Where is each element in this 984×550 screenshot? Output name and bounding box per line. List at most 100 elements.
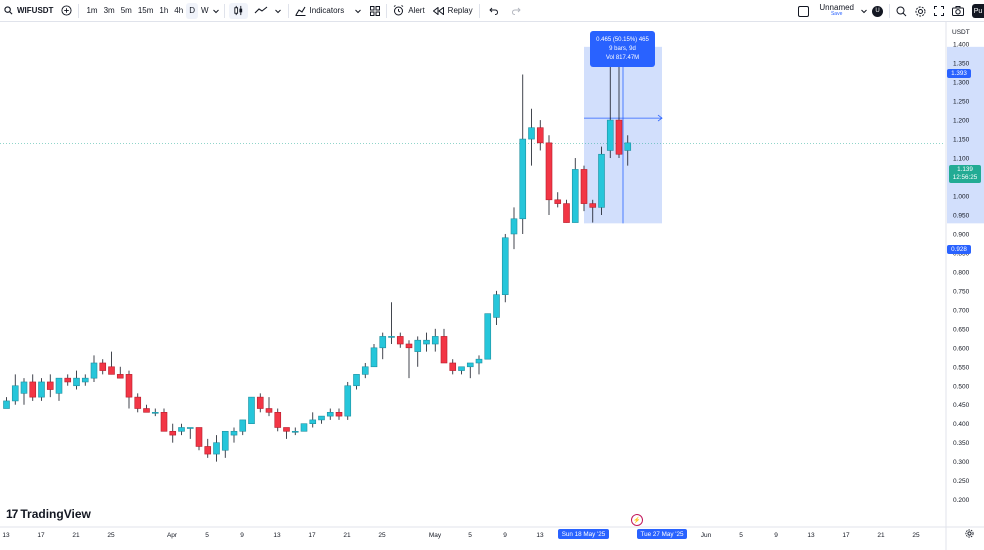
interval-d[interactable]: D xyxy=(186,2,198,19)
current-price-badge: 1.139 12:56:25 xyxy=(949,165,981,183)
candle-body xyxy=(195,427,203,447)
brand-name: TradingView xyxy=(20,507,91,521)
interval-5m[interactable]: 5m xyxy=(120,6,132,15)
candle xyxy=(169,423,177,443)
candle-body xyxy=(55,377,63,394)
candle xyxy=(379,332,387,360)
interval-15m[interactable]: 15m xyxy=(137,6,154,15)
candle-body xyxy=(116,374,124,379)
candle-body xyxy=(160,412,168,432)
measure-arrow-head xyxy=(657,114,663,122)
candle xyxy=(466,362,474,379)
candle xyxy=(300,423,308,432)
candle xyxy=(81,374,89,386)
price-axis-label: 0.500 xyxy=(953,383,970,390)
candle xyxy=(528,108,535,166)
price-chart[interactable]: USDT 1.400 1.350 1.300 1.250 1.200 1.150 1.100 1… xyxy=(0,22,984,550)
time-axis-label: Apr xyxy=(167,532,178,539)
compare-symbol-button[interactable] xyxy=(57,0,76,22)
redo-button[interactable] xyxy=(505,0,528,22)
price-axis-label: 0.550 xyxy=(953,364,970,371)
interval-1h[interactable]: 1h xyxy=(159,6,169,15)
candle-body xyxy=(589,203,597,208)
toolbar-divider xyxy=(478,3,480,18)
candle-body xyxy=(20,381,28,394)
alert-button[interactable]: Alert xyxy=(389,0,428,22)
templates-button[interactable] xyxy=(366,0,384,22)
price-axis-label: 0.200 xyxy=(953,497,970,504)
candle-body xyxy=(38,381,45,398)
undo-button[interactable] xyxy=(482,0,505,22)
interval-1m[interactable]: 1m xyxy=(86,6,98,15)
alert-label: Alert xyxy=(408,6,425,15)
replay-label: Replay xyxy=(447,6,473,15)
candle-body xyxy=(81,377,89,383)
layout-name-button[interactable]: Unnamed Save xyxy=(815,4,858,18)
candle xyxy=(160,408,168,432)
toolbar-divider xyxy=(889,4,890,18)
settings-button[interactable] xyxy=(911,0,930,22)
lightning-icon[interactable]: ⚡ xyxy=(631,514,643,526)
candle-body xyxy=(344,385,352,417)
candle xyxy=(291,427,299,436)
candle-body xyxy=(449,362,457,371)
candle-body xyxy=(125,374,133,398)
candle-body xyxy=(606,119,614,151)
price-axis-label: 1.000 xyxy=(953,194,970,201)
replay-button[interactable]: Replay xyxy=(429,0,477,22)
indicators-button[interactable]: Indicators xyxy=(291,0,367,22)
gear-icon[interactable] xyxy=(965,529,974,540)
candle xyxy=(493,290,500,326)
interval-w[interactable]: W xyxy=(200,6,209,15)
chart-type-button[interactable] xyxy=(228,2,248,19)
price-axis-label: 0.600 xyxy=(953,345,970,352)
fullscreen-button[interactable] xyxy=(930,0,948,22)
layout-checkbox[interactable] xyxy=(798,5,810,17)
candle-body xyxy=(405,343,413,349)
time-axis-label: 25 xyxy=(912,532,920,539)
snapshot-button[interactable] xyxy=(948,0,968,22)
tradingview-logo-icon: 17 xyxy=(6,507,18,521)
range-high-badge: 1.393 xyxy=(947,69,971,78)
symbol-search-button[interactable]: WIFUSDT xyxy=(0,0,57,22)
candle xyxy=(265,397,273,417)
camera-icon xyxy=(952,6,964,16)
candle xyxy=(414,336,422,367)
time-axis-label: 17 xyxy=(308,532,316,539)
candle xyxy=(458,366,465,375)
range-end-date-badge: Tue 27 May '25 xyxy=(637,529,687,539)
price-axis-label: 0.800 xyxy=(953,269,970,276)
measure-change: 0.465 (50.15%) 465 xyxy=(596,36,649,43)
save-label: Save xyxy=(830,11,843,17)
chevron-down-icon[interactable] xyxy=(212,7,220,15)
price-axis-label: 0.950 xyxy=(953,212,970,219)
time-axis-label: 5 xyxy=(205,532,209,539)
candle-body xyxy=(151,412,159,414)
price-axis-label: 1.100 xyxy=(953,156,970,163)
candle-body xyxy=(536,127,544,144)
candle xyxy=(405,340,413,379)
candle-body xyxy=(64,377,72,383)
interval-4h[interactable]: 4h xyxy=(174,6,184,15)
user-avatar[interactable]: U xyxy=(872,5,883,17)
range-start-date-badge: Sun 18 May '25 xyxy=(558,529,609,539)
interval-3m[interactable]: 3m xyxy=(103,6,115,15)
time-axis-label: Jun xyxy=(701,532,712,539)
candle-body xyxy=(396,336,404,345)
settings-icon xyxy=(915,6,926,16)
price-axis-currency: USDT xyxy=(952,29,970,36)
candle-body xyxy=(300,423,308,432)
tradingview-logo[interactable]: 17 TradingView xyxy=(6,507,91,521)
candle xyxy=(335,408,343,420)
candle xyxy=(20,378,28,405)
price-axis-label: 0.900 xyxy=(953,231,970,238)
chevron-down-icon[interactable] xyxy=(860,7,868,15)
time-axis-label: 17 xyxy=(842,532,850,539)
candle-body xyxy=(353,374,360,387)
line-tool-button[interactable] xyxy=(250,0,286,22)
quick-search-button[interactable] xyxy=(892,0,911,22)
indicators-icon xyxy=(295,6,306,16)
candle-body xyxy=(335,412,343,417)
profile-button[interactable]: Pu xyxy=(972,4,984,18)
candle-body xyxy=(580,169,588,204)
